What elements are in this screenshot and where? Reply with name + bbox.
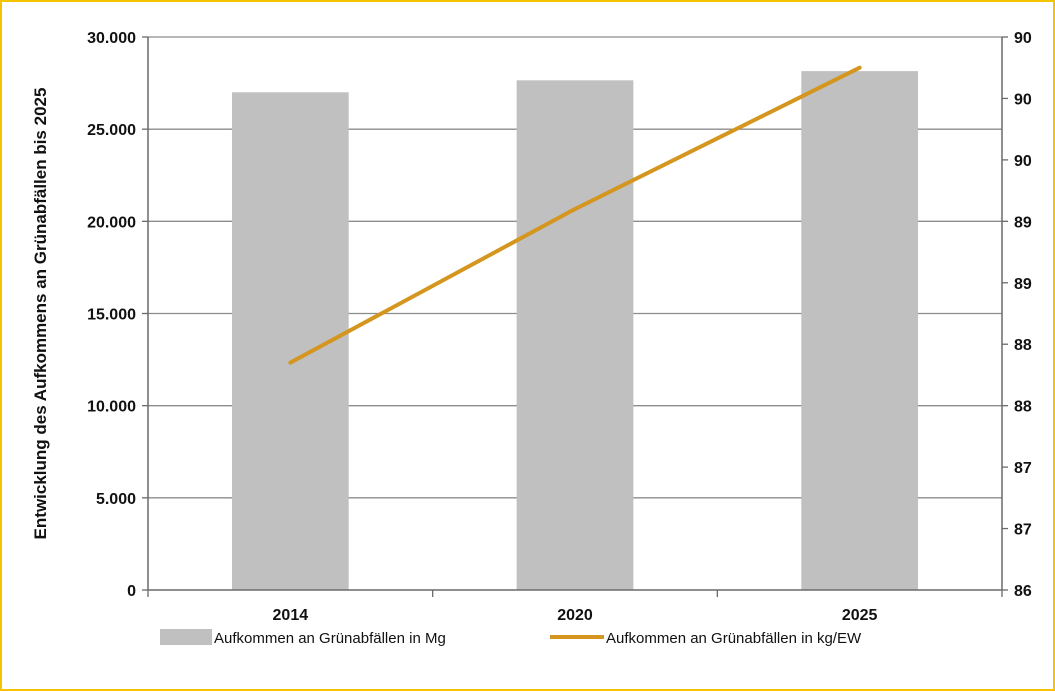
right-tick-label: 88 [1014, 337, 1032, 354]
legend: Aufkommen an Grünabfällen in Mg Aufkomme… [160, 629, 862, 647]
left-tick-label: 10.000 [87, 399, 136, 416]
bar [801, 71, 919, 590]
right-tick-label: 86 [1014, 583, 1032, 600]
left-axis-ticks: 0 5.000 10.000 15.000 20.000 25.000 30.000 [87, 30, 148, 600]
left-tick-label: 5.000 [96, 491, 136, 508]
left-tick-label: 0 [127, 583, 136, 600]
right-tick-label: 89 [1014, 214, 1032, 231]
right-tick-label: 88 [1014, 399, 1032, 416]
right-tick-label: 87 [1014, 522, 1032, 539]
line-point [858, 66, 862, 70]
right-tick-label: 89 [1014, 276, 1032, 293]
legend-label-line: Aufkommen an Grünabfällen in kg/EW [606, 630, 862, 647]
category-label: 2020 [557, 607, 593, 624]
right-tick-label: 90 [1014, 91, 1032, 108]
category-label: 2025 [842, 607, 878, 624]
bar [516, 80, 634, 591]
bar-series-mg [231, 71, 919, 591]
right-tick-label: 90 [1014, 30, 1032, 47]
y-axis-label: Entwicklung des Aufkommens an Grünabfäll… [31, 88, 50, 540]
category-label: 2014 [273, 607, 309, 624]
line-series-kg-ew [288, 65, 862, 365]
line-point [573, 207, 577, 211]
left-tick-label: 15.000 [87, 307, 136, 324]
legend-label-bar: Aufkommen an Grünabfällen in Mg [214, 630, 446, 647]
right-axis-ticks: 86 87 87 88 88 89 89 90 90 90 [1002, 30, 1032, 600]
right-tick-label: 87 [1014, 460, 1032, 477]
line-point [288, 361, 292, 365]
legend-swatch-bar [160, 629, 212, 645]
left-tick-label: 25.000 [87, 122, 136, 139]
left-tick-label: 30.000 [87, 30, 136, 47]
left-tick-label: 20.000 [87, 214, 136, 231]
category-axis-ticks: 2014 2020 2025 [147, 590, 1003, 624]
right-tick-label: 90 [1014, 153, 1032, 170]
